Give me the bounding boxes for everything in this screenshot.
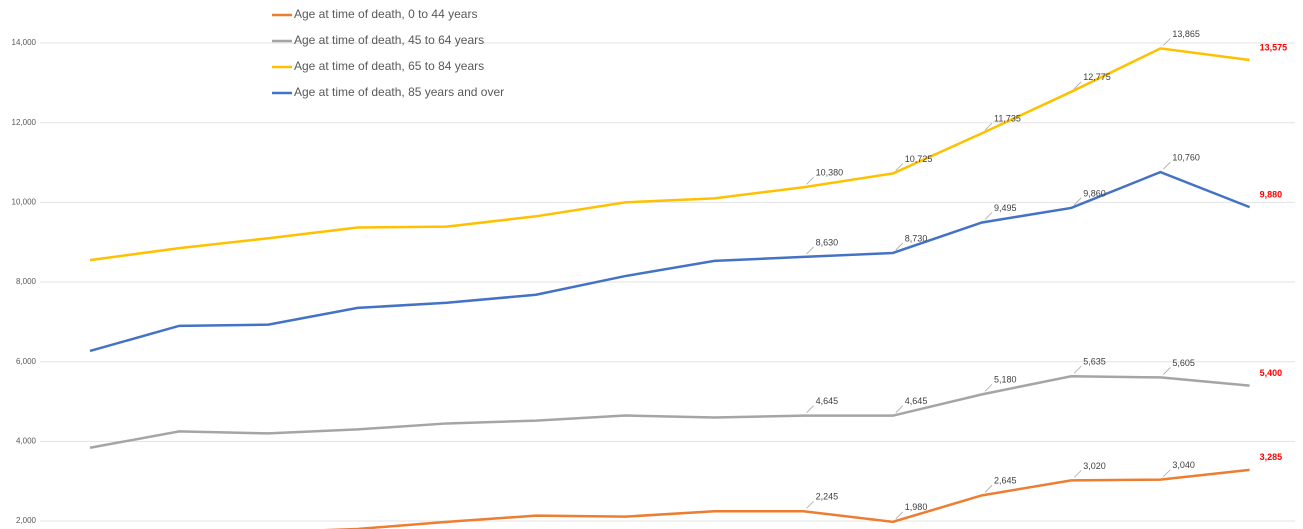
label-leader	[1073, 365, 1082, 374]
data-label: 10,760	[1172, 152, 1200, 162]
data-label: 2,645	[994, 476, 1017, 486]
label-leader	[895, 242, 904, 251]
series-line	[89, 374, 1250, 449]
data-label: 5,400	[1260, 368, 1283, 378]
data-label: 2,245	[816, 492, 839, 502]
y-tick-label: 14,000	[12, 38, 37, 47]
data-label: 3,020	[1083, 461, 1106, 471]
data-label: 3,285	[1260, 452, 1283, 462]
data-label: 4,645	[816, 396, 839, 406]
label-leader	[1073, 470, 1082, 478]
series-line	[89, 47, 1250, 262]
label-leader	[806, 500, 814, 509]
data-label: 10,380	[816, 168, 844, 178]
y-tick-label: 6,000	[16, 357, 37, 366]
data-label: 4,645	[905, 396, 928, 406]
data-label: 9,860	[1083, 188, 1106, 198]
y-tick-label: 8,000	[16, 277, 37, 286]
label-leader	[984, 384, 993, 392]
data-label: 12,775	[1083, 72, 1111, 82]
label-leader	[895, 405, 904, 413]
data-label: 13,865	[1172, 29, 1200, 39]
data-label: 5,635	[1083, 357, 1106, 367]
data-label: 10,725	[905, 154, 933, 164]
y-tick-label: 2,000	[16, 516, 37, 525]
label-leader	[806, 176, 814, 185]
data-label: 9,495	[994, 203, 1017, 213]
label-leader	[984, 212, 993, 220]
label-leader	[806, 405, 814, 413]
label-leader	[984, 485, 993, 493]
y-tick-label: 10,000	[12, 197, 37, 206]
series-line	[322, 468, 1250, 529]
legend-label: Age at time of death, 0 to 44 years	[294, 7, 477, 21]
label-leader	[1073, 197, 1082, 206]
label-leader	[1163, 161, 1171, 170]
label-leader	[1163, 367, 1171, 375]
label-leader	[895, 511, 904, 520]
label-leader	[1163, 38, 1171, 46]
data-label: 13,575	[1260, 42, 1288, 52]
legend-label: Age at time of death, 65 to 84 years	[294, 59, 484, 73]
legend-label: Age at time of death, 45 to 64 years	[294, 33, 484, 47]
label-leader	[895, 163, 904, 171]
data-label: 9,880	[1260, 190, 1283, 200]
label-leader	[1163, 469, 1171, 477]
label-leader	[806, 246, 814, 255]
data-label: 1,980	[905, 502, 928, 512]
label-leader	[984, 122, 993, 131]
legend-label: Age at time of death, 85 years and over	[294, 85, 504, 99]
label-leader	[1073, 81, 1082, 90]
data-label: 5,180	[994, 375, 1017, 385]
data-label: 3,040	[1172, 460, 1195, 470]
series-line	[89, 170, 1251, 353]
data-label: 8,630	[816, 237, 839, 247]
y-tick-label: 12,000	[12, 118, 37, 127]
data-label: 8,730	[905, 233, 928, 243]
data-label: 11,735	[994, 114, 1021, 124]
y-tick-label: 4,000	[16, 436, 37, 445]
data-label: 5,605	[1172, 358, 1195, 368]
